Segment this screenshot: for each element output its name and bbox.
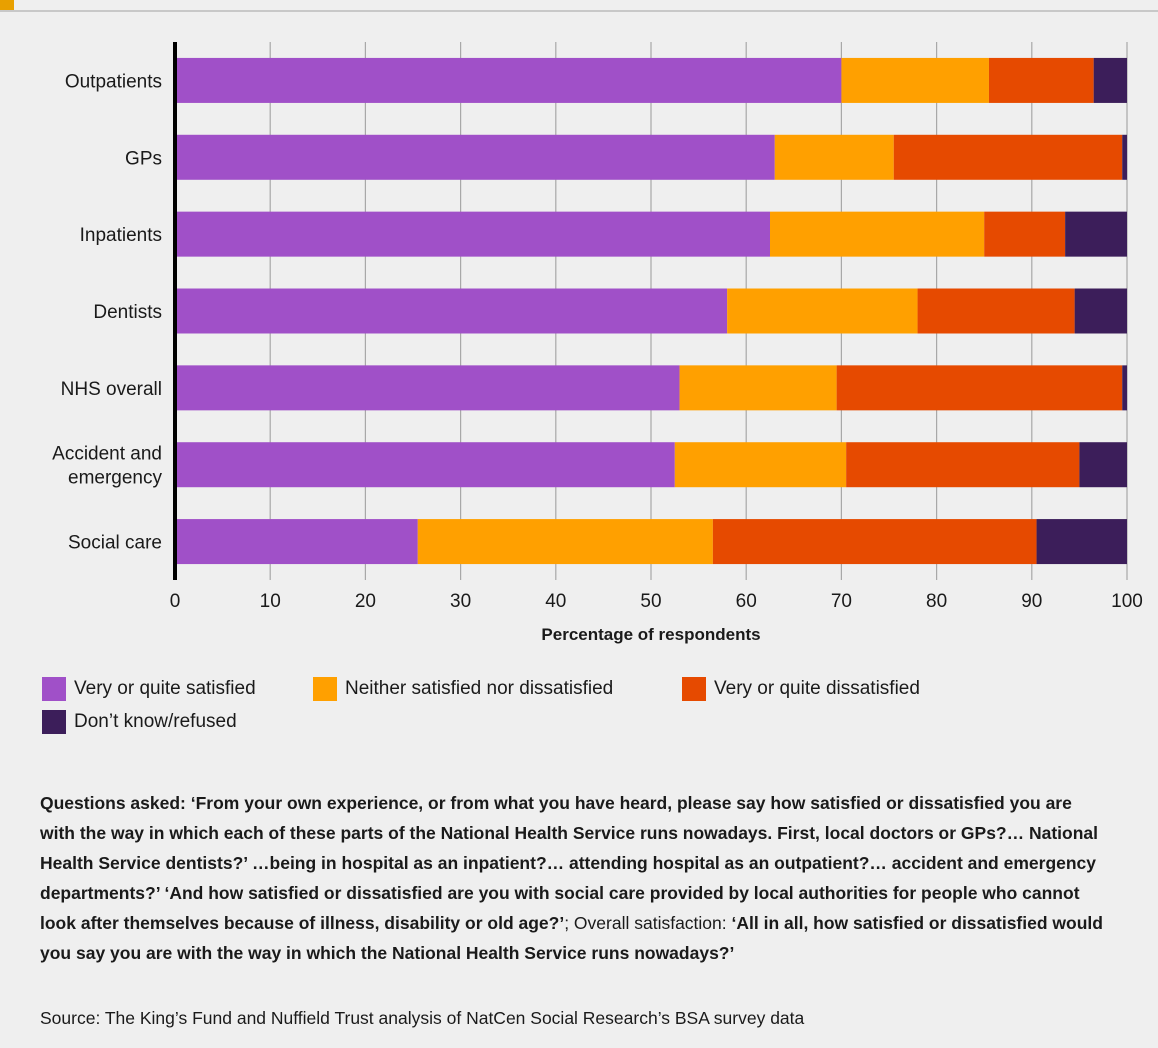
legend-label-satisfied: Very or quite satisfied [74,678,256,699]
category-label: GPs [125,148,162,169]
header-accent-bar [0,0,14,10]
category-label: Inpatients [80,225,162,246]
bar-segment [679,365,837,411]
bar-segment [727,288,918,334]
legend-item-dissatisfied: Very or quite dissatisfied [682,676,920,702]
x-tick-labels: 0 10 20 30 40 50 60 70 80 90 100 [170,591,1143,612]
x-tick-label: 0 [170,591,181,612]
bar-segment [1122,134,1127,180]
category-label: emergency [68,468,162,489]
overall-question-text: ‘All in all, how satisfied or dissatisfi… [40,913,1103,963]
overall-separator: ; Overall satisfaction: [564,913,732,933]
bars [175,57,1127,565]
legend-swatch-dont-know [42,710,66,734]
bar-segment [175,288,728,334]
bar-segment [1093,57,1127,103]
bar-segment [674,442,847,488]
legend-swatch-satisfied [42,677,66,701]
bar-segment [1122,365,1127,411]
bar-segment [984,211,1066,257]
legend-swatch-dissatisfied [682,677,706,701]
stacked-bar-chart: Outpatients GPs Inpatients Dentists NHS over… [52,42,1143,644]
x-tick-label: 20 [355,591,376,612]
legend-label-neither: Neither satisfied nor dissatisfied [345,678,614,699]
category-label: Social care [68,533,162,554]
bar-segment [841,57,989,103]
x-tick-label: 80 [926,591,947,612]
bar-segment [917,288,1075,334]
bar-segment [175,442,675,488]
category-label: Dentists [93,302,162,323]
bar-segment [774,134,894,180]
legend-label-dont-know: Don’t know/refused [74,711,237,732]
x-tick-label: 60 [736,591,757,612]
legend-label-dissatisfied: Very or quite dissatisfied [714,678,920,699]
bar-segment [836,365,1123,411]
bar-segment [770,211,985,257]
x-axis-label: Percentage of respondents [541,625,760,644]
x-tick-label: 50 [640,591,661,612]
bar-segment [417,519,713,565]
category-label: NHS overall [61,379,162,400]
bar-segment [988,57,1094,103]
bar-segment [175,134,775,180]
legend-item-neither: Neither satisfied nor dissatisfied [313,676,613,702]
bar-segment [175,57,842,103]
bar-segment [175,365,680,411]
bar-segment [1079,442,1127,488]
category-label: Accident and [52,444,162,465]
x-tick-label: 10 [260,591,281,612]
questions-note: Questions asked: ‘From your own experien… [40,788,1110,968]
bar-segment [1065,211,1127,257]
bar-segment [1036,519,1127,565]
bar-segment [175,211,770,257]
category-label: Outpatients [65,71,162,92]
bar-segment [1074,288,1127,334]
x-tick-label: 100 [1111,591,1143,612]
bar-segment [712,519,1037,565]
x-tick-label: 40 [545,591,566,612]
bar-segment [846,442,1080,488]
source-note: Source: The King’s Fund and Nuffield Tru… [40,1008,805,1028]
bar-segment [175,519,418,565]
x-tick-label: 70 [831,591,852,612]
category-labels: Outpatients GPs Inpatients Dentists NHS over… [52,71,162,553]
bar-segment [893,134,1123,180]
legend-item-satisfied: Very or quite satisfied [42,676,256,702]
questions-text: Questions asked: ‘From your own experien… [40,793,1099,933]
header-rule [0,10,1158,12]
legend-swatch-neither [313,677,337,701]
x-tick-label: 30 [450,591,471,612]
legend-item-dont-know: Don’t know/refused [42,709,237,735]
x-tick-label: 90 [1021,591,1042,612]
